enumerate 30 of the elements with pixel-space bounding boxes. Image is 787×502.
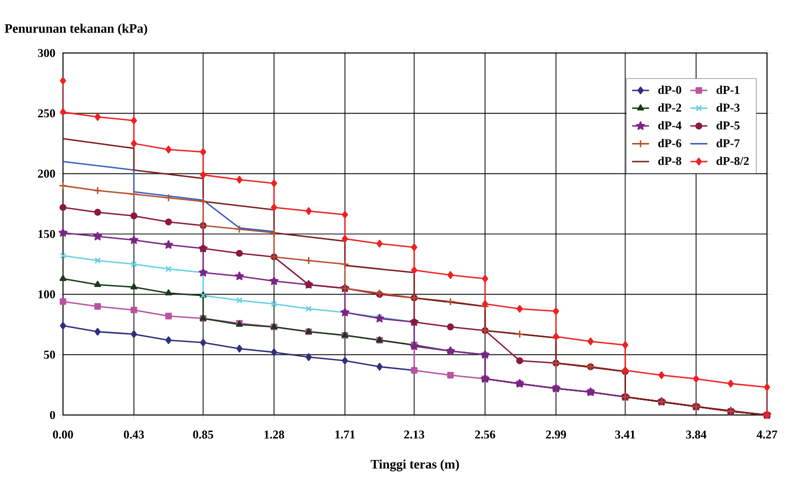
legend-label: dP-3 bbox=[716, 103, 740, 112]
x-tick-label: 2.99 bbox=[546, 430, 566, 439]
y-axis-title: Penurunan tekanan (kPa) bbox=[4, 24, 148, 36]
legend-label: dP-8/2 bbox=[716, 156, 749, 166]
y-tick-label: 50 bbox=[44, 350, 56, 359]
x-tick-label: 2.13 bbox=[404, 430, 424, 439]
x-tick-label: 1.71 bbox=[335, 430, 355, 439]
legend-label: dP-0 bbox=[658, 86, 682, 94]
x-tick-label: 0.00 bbox=[52, 430, 73, 439]
x-tick-label: 0.85 bbox=[193, 430, 214, 439]
y-tick-label: 0 bbox=[50, 410, 56, 420]
y-tick-label: 150 bbox=[38, 230, 56, 238]
legend-label: dP-8 bbox=[658, 156, 682, 166]
x-tick-label: 0.43 bbox=[124, 430, 144, 439]
legend-label: dP-5 bbox=[716, 121, 740, 130]
y-tick-label: 100 bbox=[38, 290, 56, 298]
x-tick-label: 4.27 bbox=[756, 430, 778, 439]
y-tick-label: 200 bbox=[38, 170, 56, 178]
x-tick-label: 1.28 bbox=[264, 430, 284, 439]
x-tick-label: 3.41 bbox=[615, 430, 636, 439]
legend-label: dP-7 bbox=[716, 138, 740, 148]
legend-label: dP-4 bbox=[658, 121, 682, 130]
x-tick-label: 3.84 bbox=[686, 430, 706, 439]
x-axis-title: Tinggi teras (m) bbox=[370, 459, 459, 472]
legend-label: dP-1 bbox=[716, 86, 740, 94]
y-tick-label: 300 bbox=[38, 48, 56, 58]
legend-label: dP-6 bbox=[658, 138, 682, 148]
y-tick-label: 250 bbox=[38, 109, 56, 118]
legend-label: dP-2 bbox=[658, 103, 682, 112]
x-tick-label: 2.56 bbox=[475, 430, 496, 439]
